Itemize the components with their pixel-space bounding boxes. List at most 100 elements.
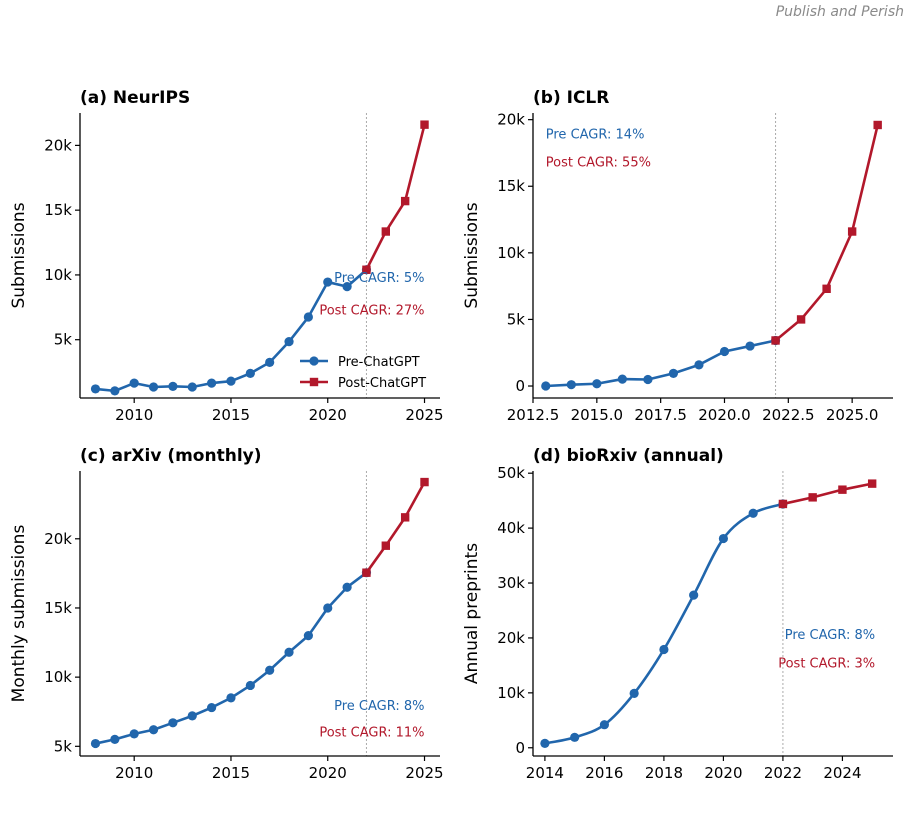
data-point-pre-chatgpt [540, 738, 550, 748]
y-tick-label: 15k [44, 599, 72, 617]
data-point-pre-chatgpt [748, 508, 758, 518]
y-axis-label: Monthly submissions [9, 525, 29, 703]
y-axis-label: Annual preprints [462, 543, 482, 684]
data-point-pre-chatgpt [187, 711, 197, 721]
y-tick-label: 10k [44, 266, 72, 284]
data-point-pre-chatgpt [226, 693, 236, 703]
data-point-pre-chatgpt [323, 603, 333, 613]
x-tick-label: 2022 [764, 764, 802, 782]
x-tick-label: 2022.5 [762, 406, 815, 424]
data-point-post-chatgpt [381, 541, 391, 550]
data-point-post-chatgpt [822, 284, 831, 293]
data-point-pre-chatgpt [148, 382, 159, 392]
x-tick-label: 2014 [526, 764, 564, 782]
data-point-pre-chatgpt [265, 665, 275, 675]
y-tick-label: 10k [44, 668, 72, 686]
data-point-pre-chatgpt [129, 378, 139, 388]
watermark-text: Publish and Perish [775, 4, 904, 20]
y-axis-label: Submissions [9, 202, 29, 308]
data-point-pre-chatgpt [168, 718, 178, 728]
chart-title: (a) NeurIPS [80, 88, 190, 108]
series-line-pre-chatgpt [544, 502, 784, 745]
data-point-pre-chatgpt [599, 720, 610, 730]
data-point-pre-chatgpt [245, 368, 255, 378]
data-point-pre-chatgpt [689, 590, 699, 600]
cagr-annotation-pre: Pre CAGR: 8% [785, 628, 875, 643]
data-point-post-chatgpt [808, 493, 817, 502]
cagr-annotation-post: Post CAGR: 27% [319, 304, 424, 319]
data-point-pre-chatgpt [187, 382, 197, 392]
cagr-annotation-post: Post CAGR: 55% [546, 155, 651, 170]
cagr-annotation-pre: Pre CAGR: 14% [546, 127, 645, 142]
x-tick-label: 2017.5 [634, 406, 687, 424]
cagr-annotation-post: Post CAGR: 11% [319, 725, 424, 740]
data-point-pre-chatgpt [342, 281, 352, 292]
x-tick-label: 2015 [212, 764, 250, 782]
y-tick-label: 40k [497, 519, 525, 537]
x-tick-label: 2015 [212, 406, 250, 424]
data-point-post-chatgpt [778, 499, 788, 509]
data-point-pre-chatgpt [207, 702, 217, 713]
legend-marker-post [309, 377, 319, 387]
cagr-annotation-post: Post CAGR: 3% [778, 657, 875, 672]
chart-title: (d) bioRxiv (annual) [533, 446, 724, 466]
data-point-pre-chatgpt [303, 631, 313, 641]
data-point-pre-chatgpt [745, 341, 755, 351]
y-tick-label: 15k [44, 201, 72, 219]
data-point-post-chatgpt [771, 336, 780, 345]
data-point-post-chatgpt [362, 568, 371, 577]
data-point-pre-chatgpt [148, 725, 159, 735]
data-point-pre-chatgpt [592, 379, 602, 389]
series-line-pre-chatgpt [95, 268, 368, 393]
x-tick-label: 2024 [823, 764, 861, 782]
data-point-post-chatgpt [381, 227, 391, 236]
y-tick-label: 20k [44, 530, 72, 548]
x-tick-label: 2020.0 [698, 406, 751, 424]
cagr-annotation-pre: Pre CAGR: 8% [334, 699, 424, 714]
data-point-post-chatgpt [867, 479, 877, 488]
data-point-pre-chatgpt [226, 376, 236, 386]
data-point-post-chatgpt [796, 315, 806, 324]
data-point-pre-chatgpt [718, 533, 729, 544]
y-tick-label: 0 [515, 739, 525, 757]
data-point-pre-chatgpt [719, 346, 730, 357]
data-point-pre-chatgpt [643, 374, 653, 385]
chart-title: (b) ICLR [533, 88, 609, 108]
chart-panel-arxiv: (c) arXiv (monthly) Monthly submissions 20… [9, 446, 444, 782]
data-point-pre-chatgpt [207, 378, 217, 388]
cagr-annotation-pre: Pre CAGR: 5% [334, 271, 424, 286]
data-point-pre-chatgpt [659, 644, 669, 655]
data-point-pre-chatgpt [570, 732, 580, 742]
series-line-pre-chatgpt [545, 339, 776, 388]
y-tick-label: 20k [44, 136, 72, 154]
data-point-post-chatgpt [838, 485, 847, 494]
data-point-post-chatgpt [420, 120, 429, 129]
chart-panel-biorxiv: (d) bioRxiv (annual) Annual preprints 2014… [462, 446, 893, 782]
legend-label-pre: Pre-ChatGPT [338, 355, 420, 370]
series-line-post-chatgpt [365, 124, 426, 271]
data-point-pre-chatgpt [694, 360, 704, 370]
data-point-pre-chatgpt [303, 312, 313, 322]
x-tick-label: 2012.5 [507, 406, 560, 424]
x-tick-label: 2020 [309, 406, 347, 424]
data-point-pre-chatgpt [168, 381, 178, 391]
y-tick-label: 10k [497, 684, 525, 702]
data-point-pre-chatgpt [541, 381, 551, 391]
data-point-pre-chatgpt [110, 386, 120, 396]
y-tick-label: 15k [497, 177, 525, 195]
legend-label-post: Post-ChatGPT [338, 376, 426, 391]
y-axis-label: Submissions [462, 202, 482, 308]
x-tick-label: 2010 [115, 764, 153, 782]
data-point-pre-chatgpt [566, 380, 576, 390]
data-point-pre-chatgpt [284, 337, 294, 347]
data-point-post-chatgpt [847, 227, 857, 236]
x-tick-label: 2025 [405, 764, 443, 782]
legend-marker-pre [309, 356, 319, 366]
y-tick-label: 50k [497, 464, 525, 482]
y-tick-label: 10k [497, 244, 525, 262]
x-tick-label: 2020 [309, 764, 347, 782]
y-tick-label: 20k [497, 111, 525, 129]
data-point-pre-chatgpt [629, 688, 639, 698]
data-point-pre-chatgpt [284, 647, 294, 657]
